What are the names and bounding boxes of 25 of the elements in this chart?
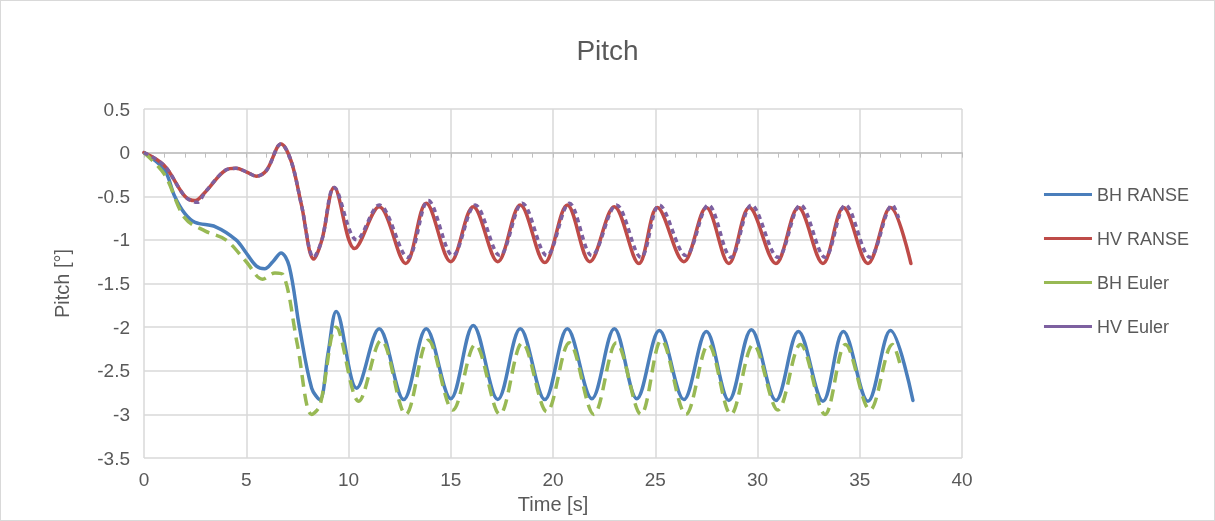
y-tick-label: -3.5 [97, 447, 130, 469]
legend-label: HV RANSE [1096, 228, 1190, 249]
y-tick-label: 0.5 [103, 98, 130, 120]
y-tick-label: -0.5 [97, 185, 130, 207]
x-tick-label: 10 [337, 469, 360, 490]
y-tick-label: 0 [119, 142, 130, 164]
x-tick-label: 35 [849, 469, 871, 490]
legend-label: HV Euler [1096, 316, 1170, 337]
y-tick-label: -1.5 [97, 273, 130, 294]
legend-label: BH RANSE [1096, 184, 1190, 205]
x-axis-title: Time [s] [517, 492, 589, 515]
x-tick-label: 20 [542, 469, 564, 490]
x-tick-label: 30 [746, 469, 769, 490]
y-tick-label: -2.5 [97, 360, 130, 382]
x-tick-label: 5 [240, 469, 252, 490]
x-tick-label: 0 [138, 469, 150, 490]
y-axis-title: Pitch [°] [51, 248, 73, 319]
y-tick-label: -3 [113, 403, 130, 425]
x-tick-label: 15 [440, 469, 462, 490]
x-tick-label: 25 [644, 469, 666, 490]
y-tick-label: -1 [113, 229, 130, 251]
x-tick-label: 40 [951, 469, 973, 490]
y-tick-label: -2 [113, 316, 130, 338]
legend-label: BH Euler [1096, 272, 1170, 293]
chart-title: Pitch [576, 34, 639, 66]
